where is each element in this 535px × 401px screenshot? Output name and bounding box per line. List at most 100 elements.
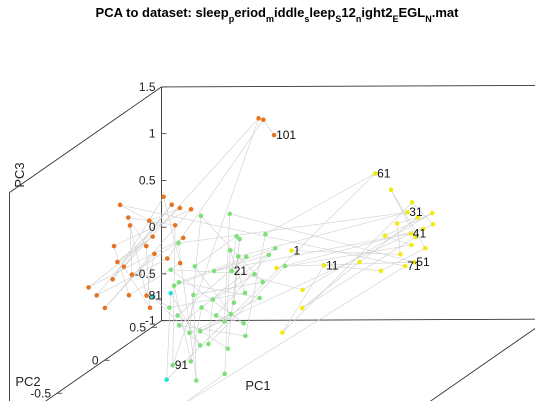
data-point: [127, 223, 133, 228]
trajectory-segment: [201, 307, 225, 322]
data-point: [222, 319, 227, 324]
data-point: [188, 359, 194, 364]
data-point: [144, 293, 149, 298]
data-point: [257, 295, 262, 301]
trajectory-segment: [224, 213, 231, 322]
z-tick-label: 1.5: [139, 80, 156, 94]
trajectory-segment: [167, 119, 264, 259]
data-point: [243, 333, 248, 339]
title-run: iddle: [274, 5, 304, 20]
data-point: [244, 254, 249, 260]
trajectory-segment: [212, 273, 255, 300]
data-point: [429, 210, 435, 216]
trajectory-segment: [129, 225, 147, 296]
title-run: s: [304, 14, 309, 24]
trajectory-segment: [384, 212, 433, 236]
axis-ticks: -1.5-1-0.500.511.50.50-0.5-11.510.50-0.5…: [30, 80, 167, 400]
data-point: [225, 346, 231, 351]
data-point: [187, 330, 192, 336]
data-point: [129, 272, 135, 277]
trajectory-segment: [123, 266, 151, 308]
data-point: [147, 218, 152, 224]
point-label: 41: [413, 227, 427, 241]
trajectory-segment: [152, 296, 201, 346]
trajectory-segment: [112, 118, 259, 280]
data-point: [415, 215, 421, 220]
trajectory-segment: [224, 250, 231, 374]
data-point: [188, 207, 194, 212]
trajectory-segment: [194, 236, 237, 267]
trajectory-segment: [173, 285, 192, 362]
trajectory-segment: [276, 228, 424, 269]
trajectory-segment: [178, 211, 408, 244]
trajectory-segment: [216, 315, 244, 324]
title-run: .mat: [432, 5, 459, 20]
data-point: [235, 254, 241, 259]
data-point: [412, 259, 417, 265]
trajectory-segment: [263, 119, 275, 136]
data-point: [228, 311, 234, 317]
point-label: 31: [409, 205, 423, 219]
data-points: [86, 116, 436, 383]
title-run: leep: [309, 5, 335, 20]
trajectory-segment: [214, 233, 411, 272]
trajectory-segment: [88, 236, 153, 288]
title-run: eriod: [234, 5, 266, 20]
data-point: [357, 259, 362, 265]
data-point: [299, 305, 305, 311]
data-point: [398, 252, 403, 257]
data-point: [147, 305, 153, 311]
trajectory-segment: [214, 254, 269, 272]
data-point: [394, 221, 400, 226]
data-point: [405, 209, 410, 215]
data-point: [272, 246, 278, 251]
data-point: [111, 243, 117, 249]
box-edge: [45, 320, 162, 401]
data-point: [164, 377, 169, 383]
trajectory-segment: [390, 189, 426, 249]
data-point: [402, 263, 408, 269]
trajectory-segment: [231, 236, 237, 271]
data-point: [176, 280, 182, 285]
chart-title: PCA to dataset: sleepperiodmiddlesleepS1…: [96, 5, 460, 24]
trajectory-segment: [245, 234, 266, 336]
data-point: [176, 240, 181, 246]
trajectory-segment: [173, 248, 276, 286]
data-point: [409, 200, 415, 205]
axes-box: [9, 85, 535, 401]
data-point: [210, 297, 216, 302]
data-point: [300, 287, 305, 293]
z-axis-label: PC3: [12, 162, 27, 187]
data-point: [191, 292, 196, 298]
data-point: [194, 378, 199, 383]
data-point: [231, 300, 237, 306]
data-point: [261, 117, 266, 123]
trajectory-segment: [170, 293, 201, 346]
data-point: [150, 234, 155, 239]
data-point: [222, 371, 227, 377]
data-point: [177, 205, 183, 211]
data-point: [169, 202, 174, 208]
data-point: [382, 233, 388, 239]
y-tick-label: -0.5: [30, 386, 51, 400]
data-point: [150, 294, 156, 299]
data-point: [177, 260, 183, 266]
data-point: [126, 292, 132, 298]
trajectory-segment: [172, 225, 176, 366]
data-point: [170, 362, 175, 368]
data-point: [213, 313, 219, 318]
title-run: p: [229, 14, 235, 24]
trajectory-segment: [302, 212, 433, 291]
trajectory-segment: [302, 236, 416, 309]
trajectory-segment: [96, 258, 168, 296]
data-point: [102, 305, 108, 311]
title-run: EGL: [398, 5, 425, 20]
data-point: [280, 330, 285, 335]
data-point: [199, 305, 204, 310]
data-point: [161, 194, 166, 200]
trajectory-segment: [152, 296, 170, 308]
data-point: [413, 234, 418, 240]
trajectory-segment: [172, 118, 259, 366]
data-point: [266, 252, 272, 258]
